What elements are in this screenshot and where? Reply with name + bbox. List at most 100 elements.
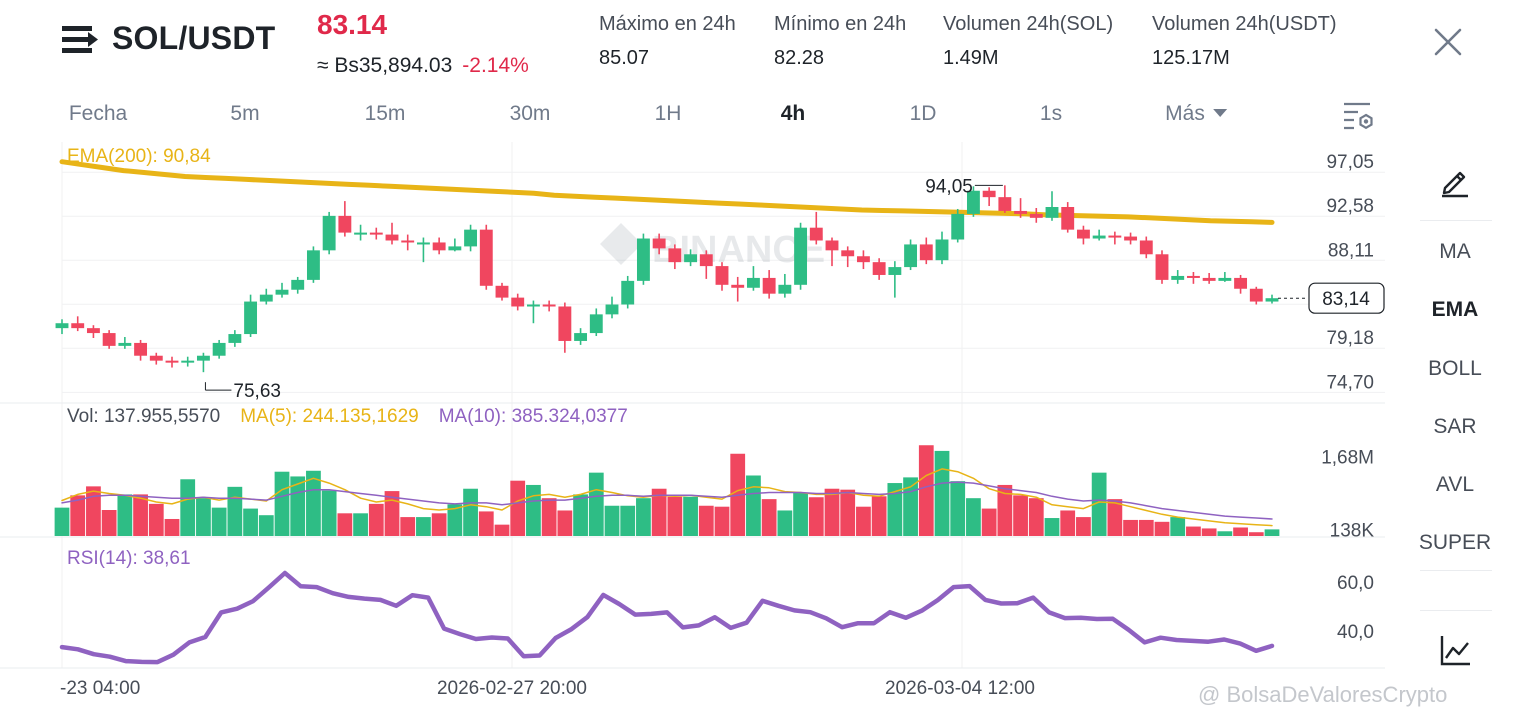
candle-up <box>966 190 980 214</box>
ema-label: EMA(200): 90,84 <box>67 146 211 167</box>
stat-label: Máximo en 24h <box>599 13 736 35</box>
candle-up <box>275 289 289 295</box>
volume-bar <box>1264 529 1280 536</box>
candle-up <box>1045 207 1059 218</box>
volume-bar <box>620 505 636 536</box>
candle-up <box>1092 235 1106 239</box>
volume-bar <box>746 475 761 536</box>
rsi-line <box>59 570 1275 665</box>
indicator-ema[interactable]: EMA <box>1431 298 1479 321</box>
volume-bar <box>353 513 368 536</box>
indicator-super[interactable]: SUPER <box>1418 531 1492 554</box>
candle-down <box>1155 254 1169 280</box>
volume-bar <box>384 491 400 536</box>
tab-4h[interactable]: 4h <box>780 102 806 125</box>
rsi-label: RSI(14): 38,61 <box>67 548 191 569</box>
volume-bar <box>1091 472 1107 536</box>
stat-label: Volumen 24h(SOL) <box>943 13 1114 35</box>
candle-up <box>1218 277 1232 281</box>
candle-down <box>338 215 352 233</box>
stat-label: Volumen 24h(USDT) <box>1152 13 1337 35</box>
volume-bar <box>1044 518 1060 536</box>
tab-more[interactable]: Más <box>1165 102 1227 126</box>
indicator-ma[interactable]: MA <box>1439 240 1471 263</box>
volume-bar <box>966 498 981 536</box>
candle-down <box>1014 210 1028 214</box>
candle-up <box>212 342 226 356</box>
tab-30m[interactable]: 30m <box>509 102 551 125</box>
volume-bar <box>368 503 384 536</box>
volume-axis-label: 138K <box>1330 520 1375 541</box>
volume-bar <box>1154 521 1170 536</box>
volume-bar <box>636 498 651 536</box>
time-axis-label: -23 04:00 <box>60 678 140 699</box>
indicator-avl[interactable]: AVL <box>1435 473 1475 496</box>
candle-up <box>935 239 949 261</box>
time-axis-label: 2026-02-27 20:00 <box>437 678 587 699</box>
volume-bar <box>808 497 824 536</box>
volume-bar <box>227 486 243 536</box>
candle-up <box>306 250 320 280</box>
volume-bar <box>981 508 997 536</box>
pair-title[interactable]: SOL/USDT <box>112 20 276 56</box>
tab-15m[interactable]: 15m <box>364 102 406 125</box>
volume-bar <box>1013 495 1028 536</box>
indicator-sar[interactable]: SAR <box>1433 415 1477 438</box>
close-icon[interactable] <box>1434 28 1462 56</box>
stat-value: 125.17M <box>1152 47 1230 69</box>
volume-bar <box>1248 532 1264 536</box>
volume-bar <box>1138 519 1154 536</box>
volume-bar <box>54 507 70 536</box>
candle-up <box>228 334 242 343</box>
volume-bar <box>306 470 321 536</box>
trend-chart-icon[interactable] <box>1438 633 1472 667</box>
price-chart[interactable]: 97,0592,5888,1183,6479,1874,70BINANCE94,… <box>0 0 1410 720</box>
ema-line <box>59 159 1275 225</box>
candle-down <box>432 242 446 251</box>
candle-up <box>464 229 478 247</box>
tab-1s[interactable]: 1s <box>1039 102 1063 125</box>
stat-value: 1.49M <box>943 47 999 69</box>
tab-5m[interactable]: 5m <box>230 102 260 125</box>
divider <box>1420 570 1492 571</box>
volume-bar <box>447 504 463 536</box>
candle-up <box>574 333 588 341</box>
tab-1h[interactable]: 1H <box>654 102 682 125</box>
volume-bar <box>196 498 211 536</box>
stat-value: 85.07 <box>599 47 650 69</box>
volume-bar <box>856 506 871 536</box>
candle-up <box>589 314 603 334</box>
tab-fecha[interactable]: Fecha <box>68 102 128 125</box>
volume-bar <box>557 510 573 536</box>
volume-bar <box>714 506 730 536</box>
chart-settings-icon[interactable] <box>1340 100 1374 132</box>
candle-down <box>1249 288 1263 302</box>
pencil-icon[interactable] <box>1438 164 1472 198</box>
candle-down <box>401 240 415 243</box>
volume-bar <box>604 505 620 536</box>
price-axis-label: 74,70 <box>1326 372 1374 393</box>
candle-up <box>196 355 210 361</box>
ma10-label: MA(10): 385.324,0377 <box>438 406 628 427</box>
volume-legend: Vol: 137.955,5570 MA(5): 244.135,1629 MA(1… <box>67 406 648 428</box>
volume-bar <box>761 499 777 536</box>
menu-icon[interactable] <box>62 24 98 56</box>
volume-bar <box>510 480 526 536</box>
volume-bar <box>667 496 683 536</box>
price-axis-label: 97,05 <box>1326 152 1374 173</box>
candle-down <box>919 244 933 261</box>
divider <box>1420 610 1492 611</box>
volume-bar <box>1217 531 1233 536</box>
candle-down <box>998 197 1012 211</box>
volume-bar <box>211 507 227 536</box>
current-price-label: 83,14 <box>1322 289 1370 310</box>
volume-bar <box>86 486 101 536</box>
tab-1d[interactable]: 1D <box>909 102 937 125</box>
candle-down <box>71 323 85 329</box>
indicator-boll[interactable]: BOLL <box>1428 357 1482 380</box>
change-percent: -2.14% <box>462 54 529 77</box>
volume-bar <box>651 488 667 536</box>
candle-down <box>165 360 179 363</box>
candle-down <box>385 234 399 241</box>
volume-bar <box>494 524 510 536</box>
